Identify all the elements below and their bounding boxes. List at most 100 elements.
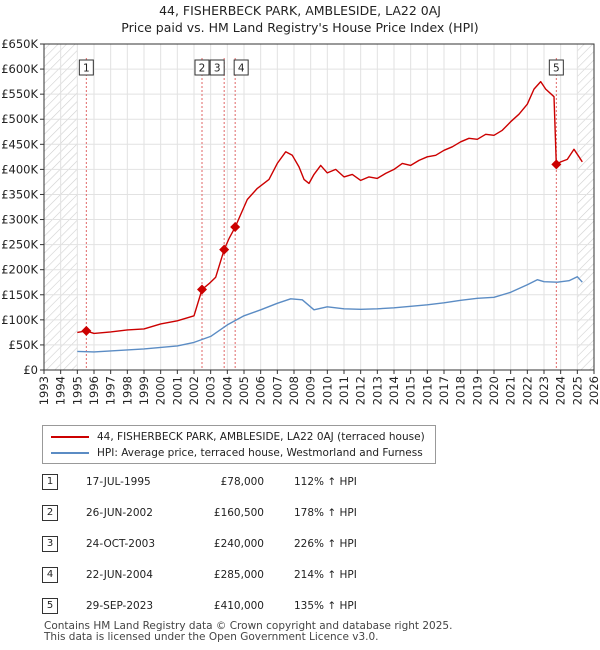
x-tick-label: 2010 bbox=[320, 376, 334, 405]
x-tick-label: 1999 bbox=[137, 376, 151, 405]
x-tick-label: 2004 bbox=[220, 376, 234, 405]
sale-row: 1 17-JUL-1995 £78,000 112% ↑ HPI bbox=[42, 472, 442, 492]
footer-line-2: This data is licensed under the Open Gov… bbox=[44, 631, 379, 643]
y-tick-label: £450K bbox=[1, 137, 38, 151]
sale-point bbox=[230, 222, 241, 233]
legend-label-hpi: HPI: Average price, terraced house, West… bbox=[97, 447, 423, 459]
sale-price: £160,500 bbox=[213, 507, 264, 519]
y-tick-label: £350K bbox=[1, 187, 38, 201]
x-tick-label: 2014 bbox=[387, 376, 401, 405]
legend-item-hpi: HPI: Average price, terraced house, West… bbox=[51, 445, 423, 461]
x-tick-label: 2025 bbox=[570, 376, 584, 405]
sale-row: 4 22-JUN-2004 £285,000 214% ↑ HPI bbox=[42, 565, 442, 585]
x-tick-label: 2017 bbox=[437, 376, 451, 405]
x-tick-label: 2019 bbox=[470, 376, 484, 405]
x-tick-label: 2006 bbox=[254, 376, 268, 405]
x-tick-label: 2021 bbox=[504, 376, 518, 405]
x-tick-label: 2012 bbox=[354, 376, 368, 405]
x-tick-label: 2023 bbox=[537, 376, 551, 405]
sale-row: 2 26-JUN-2002 £160,500 178% ↑ HPI bbox=[42, 503, 442, 523]
x-tick-label: 2020 bbox=[487, 376, 501, 405]
y-tick-label: £500K bbox=[1, 112, 38, 126]
hpi-series-line bbox=[77, 276, 583, 353]
sale-label-number: 3 bbox=[214, 63, 221, 75]
x-tick-label: 2001 bbox=[170, 376, 184, 405]
sale-number-badge: 3 bbox=[42, 536, 58, 552]
x-tick-label: 2009 bbox=[304, 376, 318, 405]
x-tick-label: 2026 bbox=[587, 376, 600, 405]
x-tick-label: 1995 bbox=[70, 376, 84, 405]
sale-label-box bbox=[78, 59, 94, 76]
chart-title: 44, FISHERBECK PARK, AMBLESIDE, LA22 0AJ… bbox=[0, 2, 600, 36]
y-tick-label: £150K bbox=[1, 288, 38, 302]
sale-label-box bbox=[548, 59, 564, 76]
x-tick-label: 2016 bbox=[420, 376, 434, 405]
sale-hpi-change: 214% ↑ HPI bbox=[294, 569, 357, 581]
sale-date: 17-JUL-1995 bbox=[86, 476, 151, 488]
sale-date: 26-JUN-2002 bbox=[86, 507, 153, 519]
plot-frame bbox=[43, 43, 595, 371]
x-tick-label: 1993 bbox=[37, 376, 51, 405]
sale-hpi-change: 135% ↑ HPI bbox=[294, 600, 357, 612]
legend-swatch-price bbox=[51, 436, 89, 438]
sale-date: 29-SEP-2023 bbox=[86, 600, 154, 612]
sale-point bbox=[219, 244, 230, 255]
sale-price: £285,000 bbox=[213, 569, 264, 581]
footer-line-1: Contains HM Land Registry data © Crown c… bbox=[44, 620, 453, 632]
y-tick-label: £100K bbox=[1, 313, 38, 327]
sale-label-box bbox=[209, 59, 225, 76]
sale-date: 24-OCT-2003 bbox=[86, 538, 155, 550]
sale-label-number: 1 bbox=[83, 63, 90, 75]
x-tick-label: 2018 bbox=[454, 376, 468, 405]
x-tick-label: 2002 bbox=[187, 376, 201, 405]
x-tick-label: 1996 bbox=[87, 376, 101, 405]
hatched-region bbox=[577, 44, 594, 370]
sale-price: £240,000 bbox=[213, 538, 264, 550]
y-tick-label: £200K bbox=[1, 263, 38, 277]
sale-point bbox=[81, 325, 92, 336]
sale-label-box bbox=[194, 59, 210, 76]
title-line-2: Price paid vs. HM Land Registry's House … bbox=[121, 20, 479, 35]
footer-attribution: Contains HM Land Registry data © Crown c… bbox=[44, 621, 452, 643]
sale-hpi-change: 226% ↑ HPI bbox=[294, 538, 357, 550]
y-tick-label: £600K bbox=[1, 62, 38, 76]
x-tick-label: 2000 bbox=[154, 376, 168, 405]
x-tick-label: 2013 bbox=[370, 376, 384, 405]
y-tick-label: £300K bbox=[1, 213, 38, 227]
sale-label-number: 5 bbox=[553, 63, 560, 75]
title-line-1: 44, FISHERBECK PARK, AMBLESIDE, LA22 0AJ bbox=[159, 3, 441, 18]
sale-price: £410,000 bbox=[213, 600, 264, 612]
y-tick-label: £400K bbox=[1, 162, 38, 176]
sale-number-badge: 4 bbox=[42, 567, 58, 583]
legend-label-price: 44, FISHERBECK PARK, AMBLESIDE, LA22 0AJ… bbox=[97, 431, 425, 443]
sale-hpi-change: 112% ↑ HPI bbox=[294, 476, 357, 488]
sale-hpi-change: 178% ↑ HPI bbox=[294, 507, 357, 519]
x-tick-label: 1997 bbox=[104, 376, 118, 405]
legend-item-price: 44, FISHERBECK PARK, AMBLESIDE, LA22 0AJ… bbox=[51, 429, 425, 445]
chart-legend: 44, FISHERBECK PARK, AMBLESIDE, LA22 0AJ… bbox=[42, 425, 436, 464]
x-tick-label: 2003 bbox=[204, 376, 218, 405]
x-tick-label: 1994 bbox=[54, 376, 68, 405]
x-tick-label: 2022 bbox=[520, 376, 534, 405]
sale-date: 22-JUN-2004 bbox=[86, 569, 153, 581]
x-tick-label: 1998 bbox=[120, 376, 134, 405]
legend-swatch-hpi bbox=[51, 452, 89, 454]
plot-background bbox=[44, 44, 594, 370]
x-tick-label: 2015 bbox=[404, 376, 418, 405]
x-tick-label: 2024 bbox=[554, 376, 568, 405]
y-tick-label: £650K bbox=[1, 37, 38, 51]
sale-label-box bbox=[233, 59, 249, 76]
sale-price: £78,000 bbox=[220, 476, 264, 488]
sale-row: 5 29-SEP-2023 £410,000 135% ↑ HPI bbox=[42, 596, 442, 616]
x-tick-label: 2007 bbox=[270, 376, 284, 405]
y-tick-label: £550K bbox=[1, 87, 38, 101]
sale-point bbox=[551, 159, 562, 170]
sale-number-badge: 5 bbox=[42, 598, 58, 614]
sale-number-badge: 1 bbox=[42, 474, 58, 490]
y-tick-label: £50K bbox=[9, 338, 39, 352]
x-tick-label: 2011 bbox=[337, 376, 351, 405]
x-tick-label: 2008 bbox=[287, 376, 301, 405]
sale-number-badge: 2 bbox=[42, 505, 58, 521]
y-tick-label: £250K bbox=[1, 238, 38, 252]
